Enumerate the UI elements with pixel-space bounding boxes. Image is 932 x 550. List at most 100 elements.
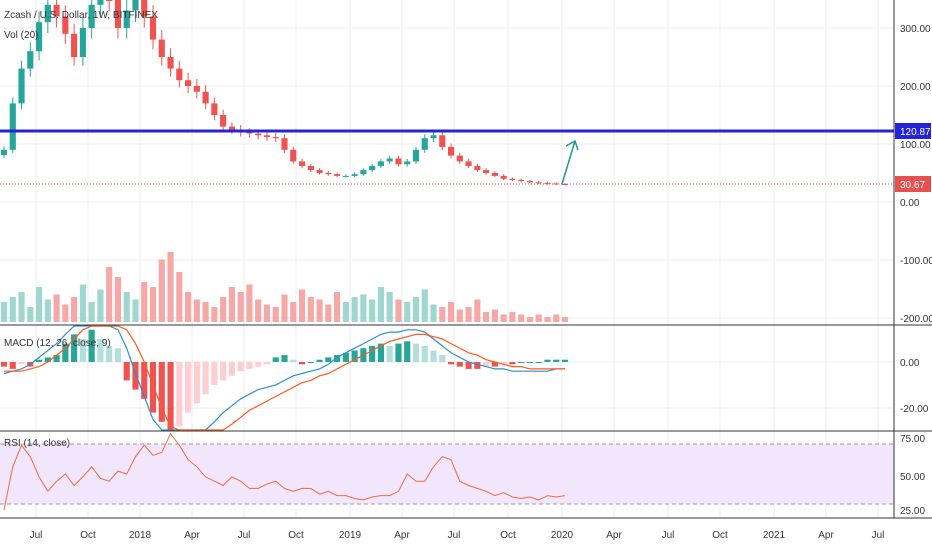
- macd-hist-bar: [298, 362, 306, 365]
- time-tick-label: Oct: [712, 530, 728, 541]
- macd-hist-bar: [53, 355, 60, 362]
- price-tick-label: 100.00: [900, 140, 931, 151]
- volume-bar: [439, 307, 446, 322]
- volume-bar: [62, 304, 69, 322]
- candle: [526, 179, 534, 184]
- up-arrow-icon[interactable]: [561, 139, 579, 185]
- macd-hist-bar: [281, 355, 288, 362]
- candle: [290, 146, 297, 164]
- macd-hist-bar: [167, 362, 174, 430]
- candle: [474, 163, 481, 173]
- macd-hist-bar: [228, 362, 235, 376]
- volume-label[interactable]: Vol (20): [4, 30, 38, 41]
- macd-hist-bar: [193, 362, 200, 404]
- volume-bar: [114, 277, 122, 322]
- volume-bar: [88, 302, 95, 322]
- volume-bar: [535, 314, 542, 322]
- candle: [342, 174, 349, 178]
- volume-bar: [325, 304, 332, 322]
- macd-hist-bar: [220, 362, 227, 381]
- volume-bar: [211, 307, 218, 322]
- volume-bar: [518, 314, 525, 322]
- volume-bar: [456, 309, 463, 322]
- price-tick-label: 200.00: [900, 82, 931, 93]
- macd-hist-bar: [9, 362, 16, 369]
- volume-bar: [158, 259, 165, 322]
- macd-hist-bar: [263, 362, 271, 365]
- candle: [44, 0, 51, 33]
- candle: [141, 0, 148, 28]
- symbol-label[interactable]: Zcash / U.S. Dollar, 1W, BITFINEX: [4, 10, 158, 21]
- volume-bar: [386, 292, 393, 322]
- volume-bars: [0, 252, 569, 322]
- time-axis[interactable]: Jul Oct 2018 Apr Jul Oct 2019 Apr Jul Oct 2020 Apr J…: [30, 530, 885, 541]
- candle: [439, 131, 446, 151]
- macd-hist-bar: [377, 343, 384, 362]
- candle: [447, 143, 455, 159]
- gridlines: [0, 0, 894, 518]
- candle: [62, 5, 69, 44]
- volume-bar: [97, 289, 104, 322]
- volume-bar: [430, 304, 437, 322]
- macd-hist-bar: [421, 345, 428, 362]
- rsi-tick-label: 50.00: [900, 472, 925, 483]
- rsi-line: [3, 432, 566, 511]
- volume-bar: [79, 284, 86, 322]
- volume-bar: [272, 307, 279, 322]
- volume-bar: [377, 287, 384, 322]
- macd-hist-bar: [18, 362, 25, 365]
- resistance-price-label: 120.87: [900, 127, 931, 138]
- macd-hist-bar: [351, 350, 358, 362]
- rsi-tick-label: 25.00: [900, 506, 925, 517]
- candle: [114, 0, 122, 39]
- macd-hist-bar: [255, 362, 262, 367]
- volume-bar: [421, 289, 428, 322]
- volume-bar: [561, 317, 569, 322]
- macd-hist-bar: [404, 341, 411, 362]
- candle: [535, 181, 542, 185]
- macd-hist-bar: [334, 355, 341, 362]
- rsi-label[interactable]: RSI (14, close): [4, 438, 70, 449]
- time-tick-label: Jul: [662, 530, 675, 541]
- macd-hist-bar: [369, 345, 376, 362]
- volume-bar: [298, 289, 306, 322]
- macd-hist-bar: [202, 362, 209, 395]
- macd-label[interactable]: MACD (12, 26, close, 9): [4, 338, 111, 349]
- candle: [430, 131, 437, 143]
- volume-bar: [18, 292, 25, 322]
- macd-hist-bar: [176, 362, 183, 427]
- candle: [377, 158, 384, 169]
- time-tick-label: 2019: [339, 530, 362, 541]
- macd-hist-bar: [316, 359, 323, 362]
- volume-bar: [500, 314, 507, 322]
- volume-bar: [281, 294, 288, 322]
- macd-tick-label: -20.00: [900, 404, 929, 415]
- volume-bar: [342, 302, 349, 322]
- macd-hist-bar: [114, 348, 122, 362]
- candle: [395, 155, 402, 167]
- candle: [325, 171, 332, 176]
- macd-hist-bar: [158, 362, 165, 422]
- candle: [544, 181, 551, 185]
- candle: [167, 48, 174, 77]
- macd-hist-bar: [456, 362, 463, 367]
- candle: [360, 168, 367, 176]
- candle: [211, 97, 218, 121]
- time-tick-label: Oct: [288, 530, 304, 541]
- time-tick-label: 2018: [129, 530, 152, 541]
- volume-bar: [395, 299, 402, 322]
- volume-bar: [307, 297, 314, 322]
- volume-bar: [237, 292, 244, 322]
- candle: [334, 172, 341, 178]
- candle: [412, 146, 420, 164]
- volume-bar: [316, 299, 323, 322]
- macd-hist-bar: [132, 362, 139, 390]
- last-price-label: 30.67: [900, 180, 925, 191]
- macd-hist-bar: [518, 362, 525, 363]
- price-tick-label: -200.00: [900, 314, 932, 325]
- candle: [263, 131, 271, 141]
- volume-bar: [553, 314, 560, 322]
- price-tick-label: 0.00: [900, 198, 920, 209]
- macd-hist-bar: [386, 345, 393, 362]
